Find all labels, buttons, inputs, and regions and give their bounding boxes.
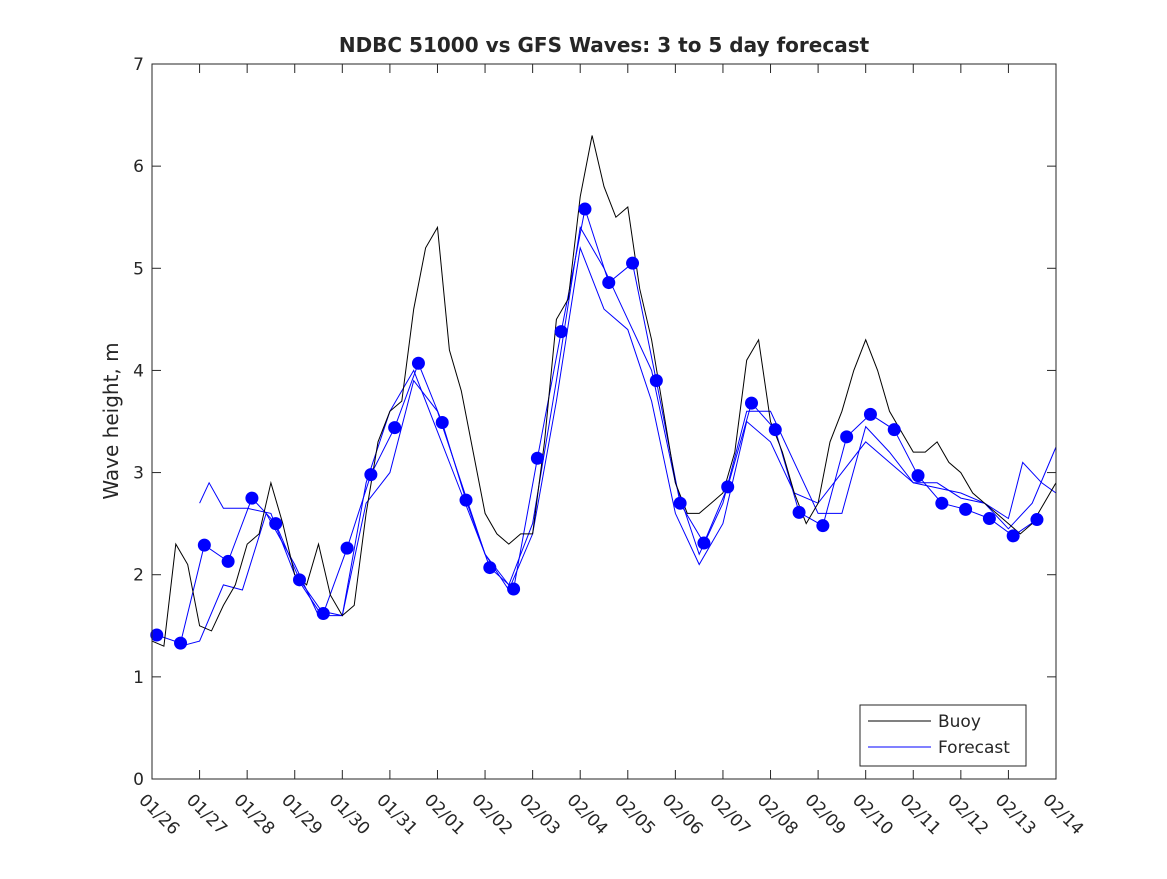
chart-title: NDBC 51000 vs GFS Waves: 3 to 5 day fore… [339, 33, 870, 57]
forecast-point [340, 541, 354, 555]
x-tick-label: 01/28 [230, 790, 279, 839]
x-tick-label: 02/01 [420, 790, 469, 839]
x-tick-label: 02/03 [515, 790, 564, 839]
forecast-point [863, 407, 877, 421]
buoy-line [151, 135, 1057, 647]
forecast-point [626, 256, 640, 270]
forecast-point [649, 374, 663, 388]
forecast-point [697, 536, 711, 550]
x-tick-label: 02/07 [705, 790, 754, 839]
forecast-point [530, 451, 544, 465]
forecast-point [840, 430, 854, 444]
forecast-point [887, 423, 901, 437]
x-tick-label: 01/27 [182, 790, 231, 839]
forecast-point [935, 496, 949, 510]
forecast-point [578, 202, 592, 216]
legend-forecast-label: Forecast [938, 738, 1010, 758]
forecast-point [197, 538, 211, 552]
y-tick-label: 5 [133, 259, 144, 279]
x-tick-label: 01/31 [372, 790, 421, 839]
forecast-point [435, 416, 449, 430]
forecast-point [507, 582, 521, 596]
legend: Buoy Forecast [859, 704, 1027, 767]
forecast-point [554, 325, 568, 339]
forecast-line [180, 245, 1057, 647]
y-tick-label: 0 [133, 770, 144, 790]
forecast-point [150, 628, 164, 642]
y-tick-label: 4 [133, 361, 144, 381]
forecast-point [364, 468, 378, 482]
x-tick-label: 02/12 [943, 790, 992, 839]
forecast-point [1030, 513, 1044, 527]
forecast-point [292, 573, 306, 587]
x-tick-label: 02/13 [991, 790, 1040, 839]
forecast-point [269, 517, 283, 531]
forecast-point [245, 491, 259, 505]
forecast-point [459, 493, 473, 507]
x-tick-label: 02/08 [753, 790, 802, 839]
forecast-point [602, 276, 616, 290]
forecast-line [156, 208, 1038, 644]
x-tick-label: 02/14 [1038, 790, 1087, 839]
x-tick-label: 02/10 [848, 790, 897, 839]
x-tick-label: 02/05 [610, 790, 659, 839]
legend-buoy-label: Buoy [938, 712, 981, 732]
forecast-point [982, 512, 996, 526]
forecast-point [483, 561, 497, 575]
forecast-point [768, 423, 782, 437]
y-tick-label: 2 [133, 566, 144, 586]
forecast-line [199, 225, 1057, 617]
forecast-point [744, 396, 758, 410]
plot-frame [151, 63, 1057, 780]
forecast-point [911, 469, 925, 483]
x-tick-label: 02/11 [896, 790, 945, 839]
forecast-point [221, 554, 235, 568]
y-axis-label: Wave height, m [99, 342, 123, 499]
x-tick-label: 02/04 [563, 790, 612, 839]
x-tick-label: 02/09 [801, 790, 850, 839]
forecast-point [388, 421, 402, 435]
y-tick-label: 1 [133, 668, 144, 688]
forecast-point [959, 502, 973, 516]
forecast-point [1006, 529, 1020, 543]
y-tick-label: 6 [133, 157, 144, 177]
forecast-point [721, 480, 735, 494]
forecast-point [792, 505, 806, 519]
forecast-point [316, 607, 330, 621]
forecast-point [174, 636, 188, 650]
x-tick-label: 01/30 [325, 790, 374, 839]
y-tick-label: 3 [133, 464, 144, 484]
legend-box [859, 704, 1027, 767]
x-tick-label: 01/29 [277, 790, 326, 839]
x-tick-label: 02/02 [468, 790, 517, 839]
forecast-point [673, 496, 687, 510]
x-tick-label: 02/06 [658, 790, 707, 839]
forecast-point [816, 519, 830, 533]
forecast-point [411, 356, 425, 370]
x-tick-label: 01/26 [134, 790, 183, 839]
y-tick-label: 7 [133, 55, 144, 75]
